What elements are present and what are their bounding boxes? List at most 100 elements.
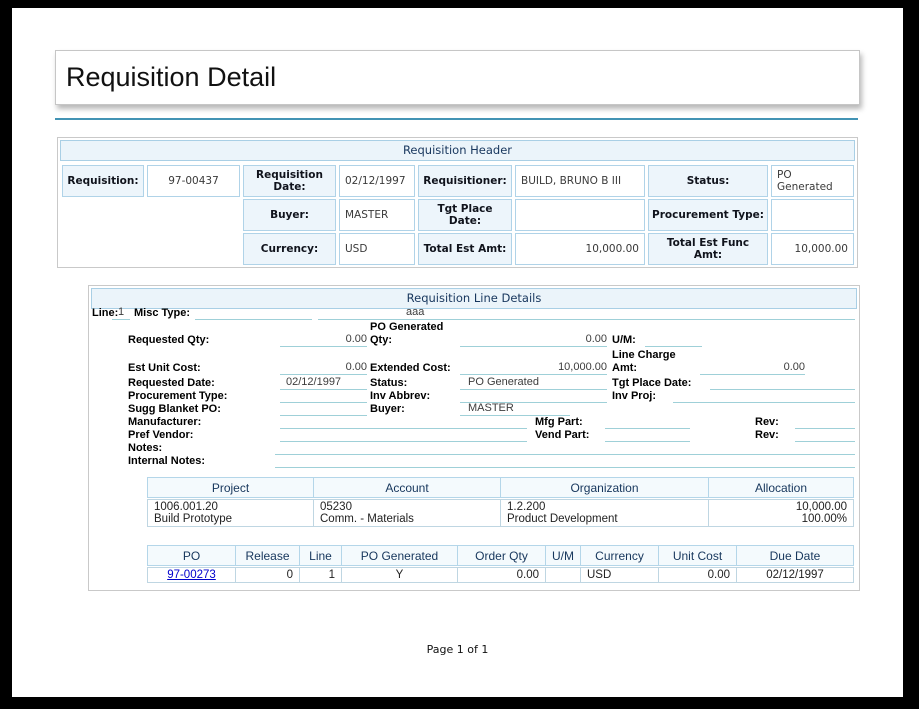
line-buyer-label: Buyer: (370, 403, 405, 415)
qty-row: Requested Qty: 0.00 PO Generated Qty: 0.… (89, 320, 859, 347)
procurement-row: Procurement Type: Inv Abbrev: Inv Proj: (89, 389, 859, 403)
internal-notes-row: Internal Notes: (89, 454, 859, 468)
po-release-cell: 0 (235, 567, 300, 583)
po-table: PO Release Line PO Generated Order Qty U… (147, 545, 854, 583)
extended-cost-label: Extended Cost: (370, 362, 451, 374)
est-unit-cost-field: 0.00 (280, 361, 367, 375)
requisition-header-table: Requisition: 97-00437 Requisition Date: … (59, 163, 857, 267)
mfg-part-field (605, 415, 690, 429)
po-header-release: Release (235, 545, 300, 566)
notes-label: Notes: (128, 442, 163, 454)
allocation-header-account: Account (313, 477, 501, 498)
requested-qty-field: 0.00 (280, 333, 367, 347)
report-page: Requisition Detail Requisition Header Re… (12, 8, 903, 697)
blanket-po-row: Sugg Blanket PO: Buyer: MASTER (89, 402, 859, 416)
po-header-currency: Currency (580, 545, 659, 566)
line-buyer-field: MASTER (460, 402, 570, 416)
po-generated-qty-field: 0.00 (460, 333, 607, 347)
po-order-qty-cell: 0.00 (457, 567, 546, 583)
org-id: 1.2.200 (507, 501, 546, 513)
pref-vendor-field (280, 428, 527, 442)
internal-notes-label: Internal Notes: (128, 455, 206, 467)
inv-abbrev-field (460, 389, 607, 403)
vend-rev-label: Rev: (755, 429, 779, 441)
status-label: Status: (648, 165, 768, 197)
project-name: Build Prototype (154, 513, 232, 525)
allocation-row: 1006.001.20 Build Prototype 05230 Comm. … (147, 499, 854, 527)
sugg-blanket-po-field (280, 402, 367, 416)
vend-part-field (605, 428, 690, 442)
po-header-um: U/M (545, 545, 581, 566)
po-um-cell (545, 567, 581, 583)
currency-value: USD (339, 233, 415, 265)
allocation-amount: 10,000.00 (795, 501, 847, 513)
inv-abbrev-label: Inv Abbrev: (370, 390, 431, 402)
requisition-date-value: 02/12/1997 (339, 165, 415, 197)
po-header-due-date: Due Date (736, 545, 854, 566)
po-currency-cell: USD (580, 567, 659, 583)
currency-label: Currency: (243, 233, 336, 265)
extended-cost-field: 10,000.00 (460, 361, 607, 375)
manufacturer-row: Manufacturer: Mfg Part: Rev: (89, 415, 859, 429)
requested-date-field: 02/12/1997 (280, 376, 367, 390)
allocation-header-organization: Organization (500, 477, 709, 498)
line-details-section: Requisition Line Details Line: 1 Misc Ty… (88, 285, 860, 591)
line-label: Line: (92, 307, 119, 319)
po-header-line: Line (299, 545, 342, 566)
org-name: Product Development (507, 513, 618, 525)
total-est-func-amt-label: Total Est Func Amt: (648, 233, 768, 265)
po-header-row: PO Release Line PO Generated Order Qty U… (147, 545, 854, 566)
report-title-box: Requisition Detail (55, 50, 860, 105)
po-header-unit-cost: Unit Cost (658, 545, 737, 566)
buyer-label: Buyer: (243, 199, 336, 231)
requisition-header-section-title: Requisition Header (60, 140, 855, 161)
po-row: 97-00273 0 1 Y 0.00 USD 0.00 02/12/1997 (147, 567, 854, 583)
sugg-blanket-po-label: Sugg Blanket PO: (128, 403, 221, 415)
po-unit-cost-cell: 0.00 (658, 567, 737, 583)
misc-type-field (195, 306, 312, 320)
allocation-table: Project Account Organization Allocation … (147, 477, 854, 527)
allocation-header-project: Project (147, 477, 314, 498)
requisition-label: Requisition: (62, 165, 144, 197)
buyer-value: MASTER (339, 199, 415, 231)
title-divider-rule (55, 118, 858, 120)
line-status-label: Status: (370, 377, 408, 389)
allocation-organization-cell: 1.2.200 Product Development (500, 499, 709, 527)
line-charge-amt-field: 0.00 (700, 361, 805, 375)
header-blank-area (62, 199, 240, 265)
allocation-project-cell: 1006.001.20 Build Prototype (147, 499, 314, 527)
account-id: 05230 (320, 501, 352, 513)
tgt-place-date-label: Tgt Place Date: (418, 199, 512, 231)
procurement-type-label: Procurement Type: (648, 199, 768, 231)
account-name: Comm. - Materials (320, 513, 414, 525)
pref-vendor-label: Pref Vendor: (128, 429, 194, 441)
inv-proj-field (673, 389, 855, 403)
line-tgt-place-date-label: Tgt Place Date: (612, 377, 692, 389)
line-status-field: PO Generated (460, 376, 607, 390)
procurement-type-value (771, 199, 854, 231)
notes-row: Notes: (89, 441, 859, 455)
line-field: 1 (112, 306, 130, 320)
po-generated-cell: Y (341, 567, 458, 583)
po-generated-qty-label: PO Generated Qty: (370, 321, 444, 346)
allocation-header-allocation: Allocation (708, 477, 854, 498)
line-procurement-type-field (280, 389, 367, 403)
line-procurement-type-label: Procurement Type: (128, 390, 228, 402)
cost-row: Est Unit Cost: 0.00 Extended Cost: 10,00… (89, 348, 859, 375)
po-header-po: PO (147, 545, 236, 566)
po-number-link[interactable]: 97-00273 (167, 569, 216, 581)
allocation-header-row: Project Account Organization Allocation (147, 477, 854, 498)
page-footer: Page 1 of 1 (426, 643, 489, 656)
line-row: Line: 1 Misc Type: aaa (89, 306, 859, 320)
status-value: PO Generated (771, 165, 854, 197)
allocation-amount-cell: 10,000.00 100.00% (708, 499, 854, 527)
line-tgt-place-date-field (710, 376, 855, 390)
line-charge-amt-label: Line Charge Amt: (612, 349, 676, 374)
notes-field (275, 441, 855, 455)
tgt-place-date-value (515, 199, 645, 231)
project-id: 1006.001.20 (154, 501, 218, 513)
total-est-func-amt-value: 10,000.00 (771, 233, 854, 265)
po-header-po-generated: PO Generated (341, 545, 458, 566)
page-title: Requisition Detail (66, 62, 277, 92)
